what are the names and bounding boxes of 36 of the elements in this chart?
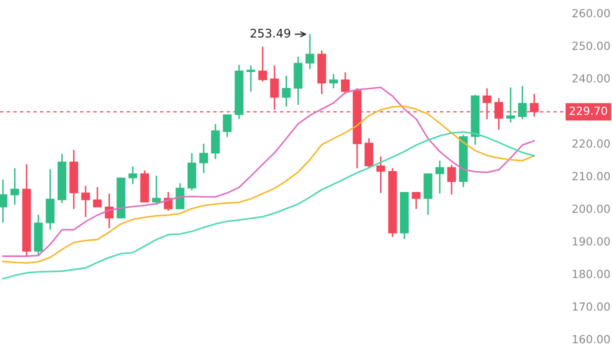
y-tick-label: 200.00 [572,204,610,213]
candlestick [340,72,350,95]
candlestick [211,123,220,160]
candlestick [46,168,55,230]
candlestick [199,143,208,174]
y-tick-label: 180.00 [572,270,610,278]
ref-line-label: 229.70 [570,106,608,115]
y-tick-label: 250.00 [572,42,610,50]
candlestick [306,34,314,70]
y-tick-label: 160.00 [572,334,610,344]
candlestick [518,85,527,120]
y-tick-label: 210.00 [572,172,610,180]
y-tick-label: 170.00 [572,302,610,311]
candlestick [376,156,386,194]
y-tick-label: 190.00 [572,237,610,246]
candlestick [93,186,102,208]
candlestick [128,166,138,185]
candlestick [246,64,256,92]
y-tick-label: 220.00 [572,139,610,148]
candlestick [412,192,421,210]
candlestick [81,185,90,218]
candlestick [329,73,338,89]
line-series [2,131,535,280]
candlestick [447,164,456,196]
candlestick [0,178,8,224]
candlestick [10,167,20,206]
candlestick [435,160,444,194]
candlestick [364,137,374,169]
y-tick-label: 240.00 [572,74,610,83]
annotation: 253.49 [250,28,290,38]
candlestick [258,46,268,82]
candlestick [282,74,291,108]
y-tick-label: 260.00 [572,8,610,18]
candlestick [152,174,161,206]
candlestick [506,86,515,124]
candlestick [222,114,232,138]
